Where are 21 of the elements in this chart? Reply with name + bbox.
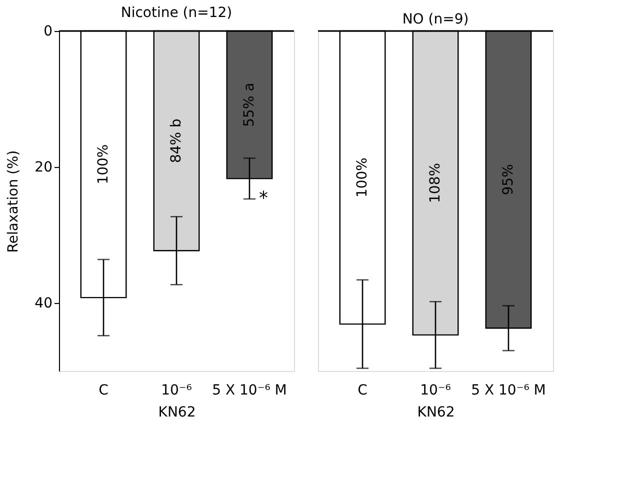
annotation: 95% [500,164,516,196]
y-tick-label: 20 [34,160,52,176]
x-tick-label: 5 X 10⁻⁶ M [212,382,287,398]
x-tick-label: 10⁻⁶ [420,382,452,398]
chart-title: NO (n=9) [402,11,469,28]
x-tick-label: 5 X 10⁻⁶ M [471,382,546,398]
x-axis-title: KN62 [417,404,455,420]
y-axis-title: Relaxation (%) [6,150,22,253]
chart-title: Nicotine (n=12) [120,5,232,21]
x-tick-label: 10⁻⁶ [161,382,192,398]
annotation: 84% b [168,118,184,164]
x-tick-label: C [98,382,109,398]
x-tick-label: C [358,382,368,398]
annotation: * [258,188,268,209]
annotation: 108% [428,162,444,203]
annotation: 55% a [241,82,258,127]
annotation: 100% [96,144,112,184]
y-tick-label: 0 [44,24,52,40]
y-tick-label: 40 [34,296,52,312]
x-axis-title: KN62 [158,404,196,420]
annotation: 100% [354,158,371,198]
